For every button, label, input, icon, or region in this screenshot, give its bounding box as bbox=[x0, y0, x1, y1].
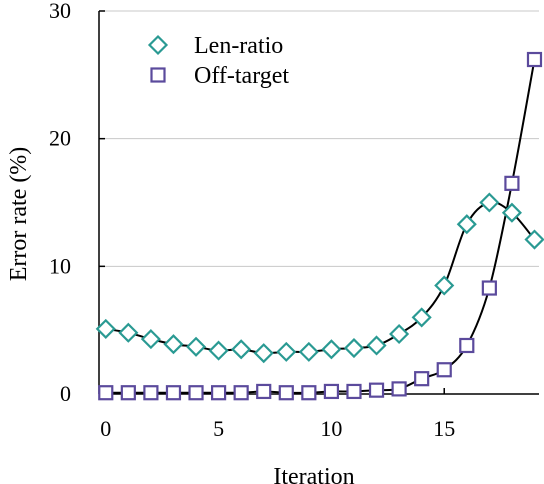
y-tick-label-30: 30 bbox=[49, 0, 71, 23]
point-len-ratio-7 bbox=[253, 343, 274, 364]
point-off-target-15 bbox=[436, 362, 452, 378]
point-len-ratio-19 bbox=[524, 229, 544, 250]
point-len-ratio-18 bbox=[501, 202, 522, 223]
legend-label-len-ratio: Len-ratio bbox=[194, 33, 283, 59]
point-off-target-2 bbox=[143, 385, 159, 401]
legend: Len-ratio Off-target bbox=[147, 33, 289, 89]
point-off-target-10 bbox=[323, 383, 340, 400]
x-tick-label-15: 15 bbox=[433, 416, 455, 441]
x-tick-label-10: 10 bbox=[320, 416, 342, 441]
legend-label-off-target: Off-target bbox=[194, 63, 289, 89]
point-off-target-12 bbox=[368, 382, 385, 398]
point-off-target-0 bbox=[98, 385, 114, 401]
point-len-ratio-14 bbox=[411, 307, 432, 328]
point-len-ratio-8 bbox=[276, 341, 297, 362]
y-axis-label: Error rate (%) bbox=[6, 147, 32, 282]
x-tick-label-5: 5 bbox=[213, 416, 224, 441]
point-off-target-11 bbox=[346, 383, 362, 400]
tick-labels: 0 10 20 30 0 5 10 15 bbox=[49, 0, 455, 441]
y-tick-label-10: 10 bbox=[49, 253, 71, 278]
series-markers bbox=[95, 51, 544, 401]
point-off-target-13 bbox=[391, 381, 407, 397]
point-len-ratio-13 bbox=[389, 323, 410, 345]
point-off-target-14 bbox=[414, 371, 430, 387]
point-len-ratio-6 bbox=[231, 339, 252, 360]
point-off-target-18 bbox=[504, 175, 520, 191]
x-tick-label-0: 0 bbox=[100, 416, 111, 441]
point-len-ratio-12 bbox=[366, 335, 387, 356]
point-len-ratio-5 bbox=[208, 340, 229, 361]
point-off-target-17 bbox=[481, 280, 497, 296]
point-off-target-7 bbox=[256, 383, 272, 400]
point-len-ratio-10 bbox=[321, 339, 342, 360]
point-len-ratio-3 bbox=[163, 334, 184, 355]
point-off-target-4 bbox=[188, 385, 204, 401]
y-tick-label-20: 20 bbox=[49, 126, 71, 151]
point-len-ratio-15 bbox=[434, 275, 455, 296]
point-off-target-8 bbox=[278, 385, 294, 401]
y-tick-label-0: 0 bbox=[60, 381, 71, 406]
legend-marker-off-target bbox=[150, 67, 166, 83]
point-off-target-6 bbox=[233, 385, 249, 401]
point-off-target-5 bbox=[210, 385, 227, 401]
grid-lines bbox=[99, 10, 539, 267]
point-off-target-19 bbox=[526, 51, 543, 68]
point-len-ratio-4 bbox=[185, 336, 207, 357]
point-len-ratio-2 bbox=[140, 329, 161, 350]
point-len-ratio-9 bbox=[298, 341, 319, 362]
point-off-target-16 bbox=[459, 337, 475, 354]
point-len-ratio-1 bbox=[118, 322, 139, 343]
point-len-ratio-16 bbox=[456, 214, 477, 235]
legend-marker-len-ratio bbox=[147, 34, 169, 56]
x-axis-label: Iteration bbox=[273, 464, 354, 484]
point-len-ratio-0 bbox=[95, 318, 116, 339]
point-off-target-3 bbox=[165, 385, 182, 401]
point-len-ratio-11 bbox=[343, 337, 365, 359]
point-len-ratio-17 bbox=[479, 192, 500, 213]
point-off-target-9 bbox=[301, 385, 317, 401]
point-off-target-1 bbox=[120, 385, 136, 401]
